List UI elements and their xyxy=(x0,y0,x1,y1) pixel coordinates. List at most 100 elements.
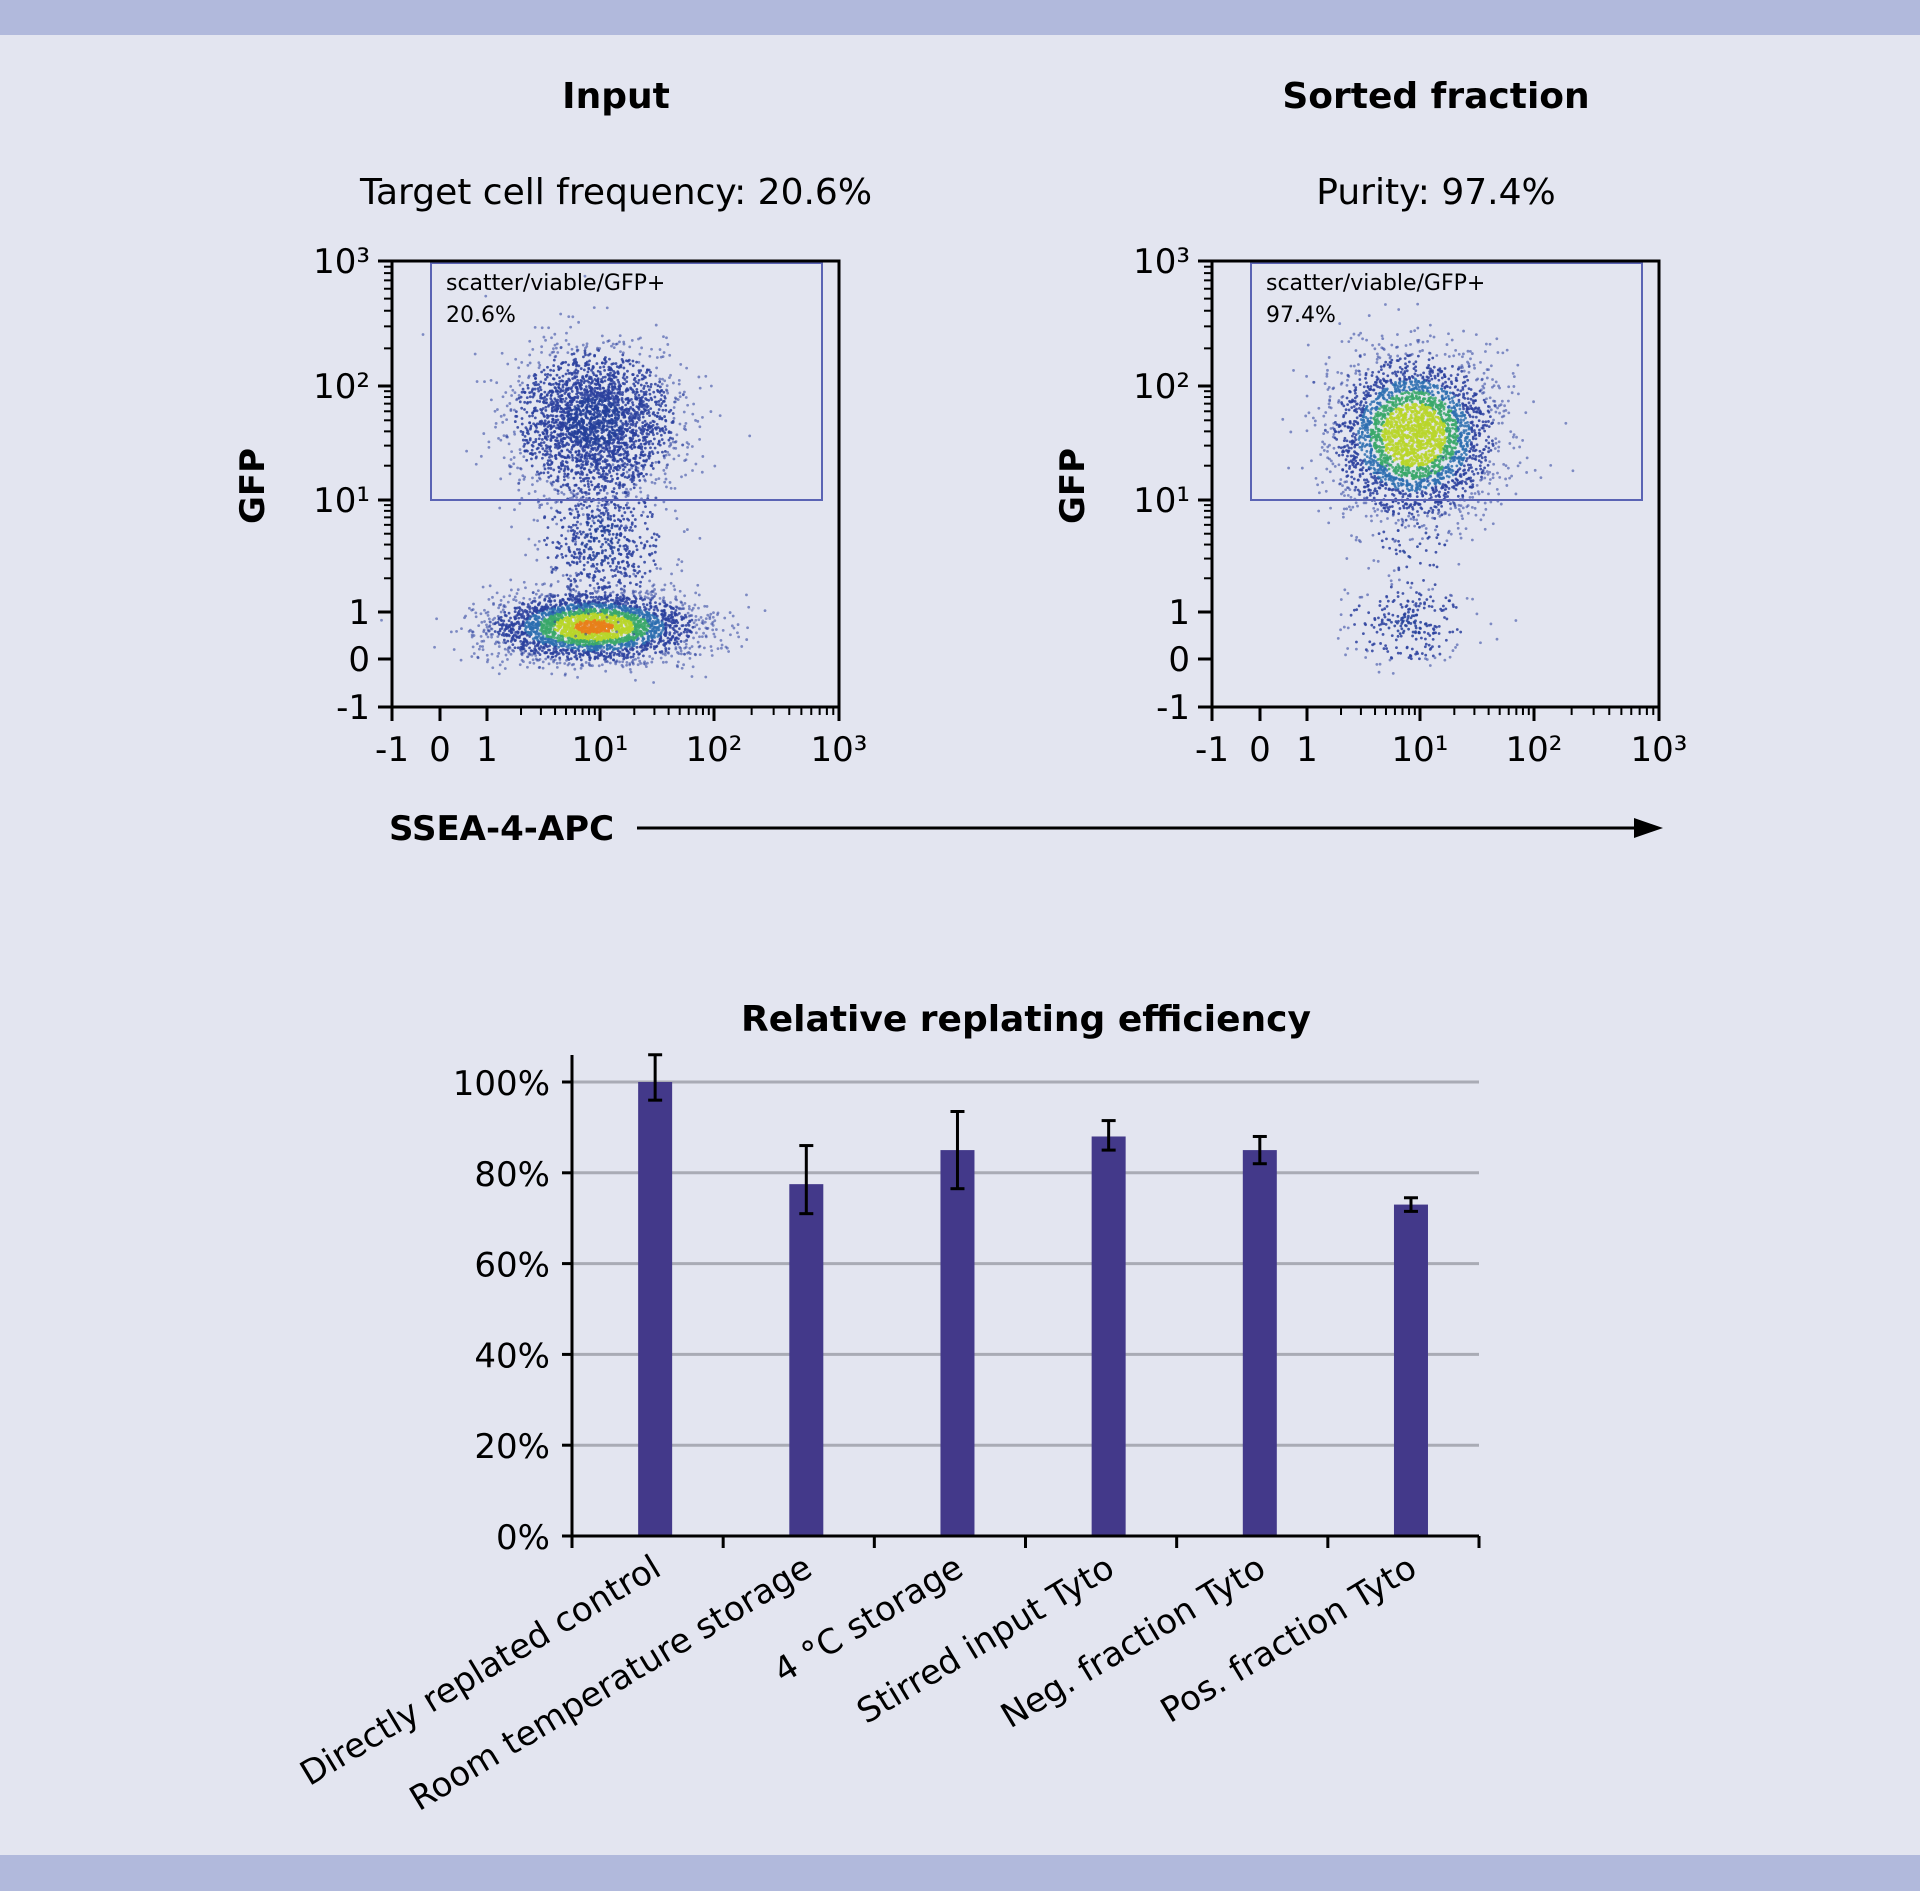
event-point xyxy=(493,409,497,413)
event-point xyxy=(525,410,529,414)
event-point xyxy=(651,467,655,470)
event-point xyxy=(603,398,607,402)
event-point xyxy=(681,443,685,447)
event-point xyxy=(561,433,565,437)
event-point xyxy=(551,655,555,659)
event-point xyxy=(599,450,603,453)
event-point xyxy=(550,399,554,403)
event-point xyxy=(537,383,541,386)
event-point xyxy=(556,475,560,479)
event-point xyxy=(544,338,547,342)
event-point xyxy=(636,374,639,378)
event-point xyxy=(674,446,678,450)
event-point xyxy=(572,444,576,448)
event-point xyxy=(648,392,652,396)
event-point xyxy=(540,345,544,349)
event-point xyxy=(616,413,620,417)
event-point xyxy=(541,666,545,670)
event-point xyxy=(531,411,535,415)
event-point xyxy=(573,596,577,600)
event-point xyxy=(557,433,561,437)
event-point xyxy=(608,446,612,450)
event-point xyxy=(581,409,585,413)
event-point xyxy=(557,367,561,371)
event-point xyxy=(712,632,716,636)
event-point xyxy=(565,387,568,391)
event-point xyxy=(552,358,556,362)
event-point xyxy=(609,474,613,478)
event-point xyxy=(531,414,534,418)
event-point xyxy=(567,662,571,665)
event-point xyxy=(710,649,714,652)
event-point xyxy=(673,440,677,444)
event-point xyxy=(540,370,544,374)
event-point xyxy=(535,399,539,403)
event-point xyxy=(534,592,538,596)
event-point xyxy=(558,441,561,445)
event-point xyxy=(637,408,641,411)
event-point xyxy=(612,469,615,473)
event-point xyxy=(574,382,578,386)
event-point xyxy=(627,358,631,362)
event-point xyxy=(559,414,563,418)
event-point xyxy=(658,650,662,654)
event-point xyxy=(669,581,673,585)
event-point xyxy=(616,428,620,432)
event-point xyxy=(614,452,618,456)
event-point xyxy=(673,400,677,404)
event-point xyxy=(605,306,609,310)
event-point xyxy=(543,467,547,471)
event-point xyxy=(553,386,557,389)
event-point xyxy=(645,472,648,476)
event-point xyxy=(597,654,600,657)
event-point xyxy=(615,365,619,369)
event-point xyxy=(654,427,658,431)
event-point xyxy=(658,385,662,389)
event-point xyxy=(468,606,471,610)
event-point xyxy=(615,459,619,463)
event-point xyxy=(554,399,558,402)
event-point xyxy=(533,407,536,410)
event-point xyxy=(593,437,597,441)
event-point xyxy=(545,375,549,379)
event-point xyxy=(596,369,600,373)
event-point xyxy=(568,423,572,427)
event-point xyxy=(649,645,653,649)
event-point xyxy=(593,589,597,593)
event-point xyxy=(612,449,615,453)
event-point xyxy=(577,649,581,653)
event-point xyxy=(509,465,513,469)
event-point xyxy=(629,439,633,443)
event-point xyxy=(698,627,701,631)
event-point xyxy=(538,477,542,481)
event-point xyxy=(638,652,641,656)
event-point xyxy=(682,390,686,394)
event-point xyxy=(572,489,576,493)
event-point xyxy=(534,635,538,639)
event-point xyxy=(477,624,481,628)
event-point xyxy=(653,446,657,450)
event-point xyxy=(664,646,668,650)
event-point xyxy=(555,661,559,665)
event-point xyxy=(496,635,500,639)
event-point xyxy=(551,435,555,438)
event-point xyxy=(621,426,624,430)
event-point xyxy=(616,464,620,468)
event-point xyxy=(658,429,662,433)
event-point xyxy=(657,400,661,403)
event-point xyxy=(531,444,535,448)
event-point xyxy=(556,351,560,354)
event-point xyxy=(639,661,643,665)
event-point xyxy=(531,606,534,610)
event-point xyxy=(644,390,648,394)
event-point xyxy=(611,374,615,377)
event-point xyxy=(669,486,673,490)
event-point xyxy=(535,447,539,451)
event-point xyxy=(676,650,679,654)
event-point xyxy=(499,438,503,442)
event-point xyxy=(587,366,591,370)
event-point xyxy=(589,389,593,393)
event-point xyxy=(588,376,592,380)
event-point xyxy=(583,364,587,368)
event-point xyxy=(651,428,655,431)
